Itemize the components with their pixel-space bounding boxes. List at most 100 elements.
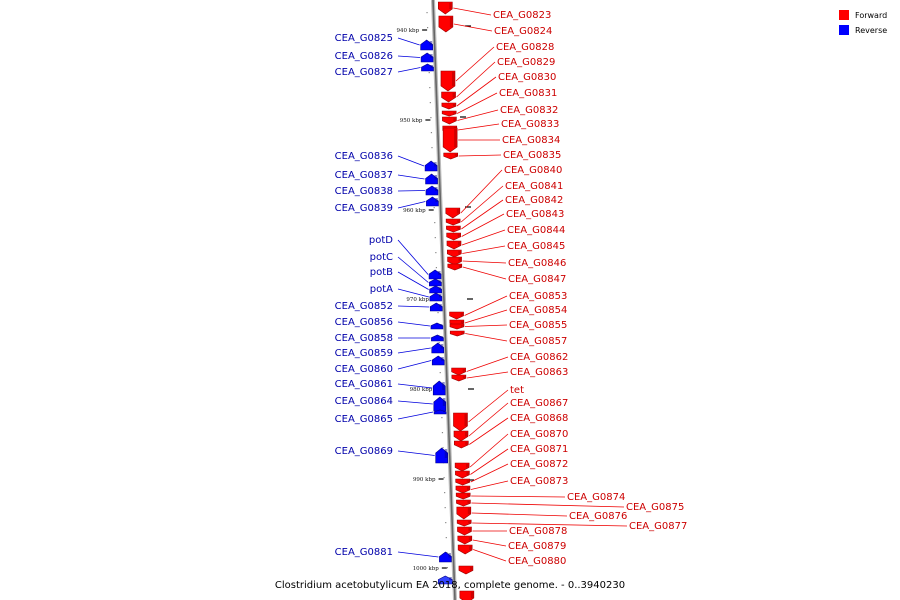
reverse-gene: CEA_G0852: [335, 301, 443, 312]
forward-gene: CEA_G0879: [457, 535, 566, 552]
reverse-gene-label: CEA_G0838: [335, 186, 393, 197]
gene-shade: [458, 265, 462, 268]
forward-gene: CEA_G0831: [441, 88, 557, 117]
reverse-gene-leader: [397, 256, 429, 283]
minor-tick: [428, 72, 430, 74]
reverse-gene-leader: [397, 174, 425, 180]
reverse-gene-leader: [397, 155, 425, 167]
gene-arrow: [437, 575, 453, 585]
minor-tick: [444, 507, 446, 509]
gene-arrow: [453, 412, 468, 432]
reverse-gene-label: CEA_G0881: [335, 547, 393, 558]
reverse-gene-label: CEA_G0837: [335, 170, 393, 181]
minor-tick: [430, 117, 432, 119]
forward-strand-genes: CEA_G0823 CEA_G0824 CEA_G0828 CEA_G0829 CEA_…: [437, 1, 687, 600]
forward-gene: CEA_G0830: [441, 72, 556, 110]
forward-gene-label: CEA_G0840: [504, 165, 562, 176]
forward-gene-leader: [453, 23, 493, 32]
forward-gene: CEA_G0832: [442, 105, 558, 125]
reverse-gene-leader: [397, 288, 429, 298]
forward-gene: CEA_G0873: [455, 476, 568, 494]
gene-shade: [434, 175, 438, 180]
minor-tick: [442, 447, 444, 449]
gene-shade: [467, 508, 471, 514]
reverse-gene-label: CEA_G0858: [335, 333, 393, 344]
gene-shade: [466, 464, 469, 468]
forward-gene-label: CEA_G0871: [510, 444, 568, 455]
gene-arrow: [446, 249, 462, 258]
forward-gene-label: CEA_G0832: [500, 105, 558, 116]
minor-tick: [429, 87, 431, 89]
legend-swatch: [839, 10, 849, 20]
gene-arrow: [445, 218, 461, 226]
gene-arrow: [426, 196, 439, 207]
gene-shade: [444, 449, 448, 458]
reverse-gene: CEA_G0861: [335, 379, 446, 396]
reverse-gene-label: CEA_G0825: [335, 33, 393, 44]
reverse-gene: CEA_G0859: [335, 342, 445, 359]
forward-gene-leader: [460, 185, 504, 223]
reverse-gene-leader: [397, 400, 433, 405]
gene-arrow: [441, 91, 456, 103]
minor-tick: [426, 27, 429, 29]
reverse-gene-leader: [397, 55, 421, 58]
minor-tick: [441, 432, 444, 434]
forward-gene: CEA_G0829: [441, 57, 555, 103]
reverse-gene: CEA_G0825: [335, 33, 433, 51]
forward-gene-leader: [456, 61, 496, 98]
gene-arrow: [433, 409, 447, 415]
forward-gene-leader: [464, 324, 508, 327]
reverse-gene: CEA_G0864: [335, 396, 447, 412]
forward-gene: CEA_G0835: [443, 150, 561, 161]
tick-label: 960 kbp: [403, 208, 426, 214]
minor-tick: [430, 132, 433, 134]
legend-label: Reverse: [855, 26, 887, 35]
gene-arrow: [451, 374, 467, 382]
gene-shade: [466, 480, 470, 483]
forward-gene-label: CEA_G0862: [510, 352, 568, 363]
forward-gene: CEA_G0857: [449, 330, 567, 347]
reverse-gene-label: CEA_G0856: [335, 317, 393, 328]
tick-label: 940 kbp: [396, 28, 419, 34]
gene-arrow: [451, 367, 466, 376]
reverse-gene: potB: [370, 267, 442, 294]
gene-shade: [467, 494, 470, 497]
forward-gene-leader: [465, 333, 508, 342]
gene-shade: [458, 258, 462, 262]
reverse-gene-leader: [397, 383, 433, 389]
gene-shade: [464, 414, 467, 426]
gene-shade: [441, 357, 444, 361]
gene-arrow: [447, 263, 463, 271]
gene-shade: [429, 41, 433, 46]
gene-shade: [460, 325, 464, 327]
gene-arrow: [441, 110, 457, 117]
minor-tick: [429, 102, 431, 104]
forward-gene-leader: [472, 539, 507, 547]
gene-arrow: [458, 565, 474, 575]
forward-gene-label: CEA_G0831: [499, 88, 557, 99]
forward-gene: [459, 590, 475, 600]
gene-arrow: [441, 102, 457, 110]
forward-gene: CEA_G0843: [446, 209, 564, 241]
genome-axis: [431, 0, 457, 600]
forward-gene-leader: [461, 229, 506, 246]
reverse-gene-leader: [397, 271, 429, 290]
forward-gene-leader: [472, 522, 628, 527]
gene-arrow: [455, 470, 470, 479]
gene-shade: [448, 553, 451, 558]
gene-shade: [466, 487, 470, 490]
gene-arrow: [429, 292, 443, 302]
gene-arrow: [425, 173, 438, 185]
forward-gene-label: CEA_G0879: [508, 541, 566, 552]
forward-gene: CEA_G0853: [449, 291, 567, 320]
reverse-gene: [437, 575, 453, 585]
forward-gene-leader: [470, 480, 509, 490]
forward-gene-leader: [466, 356, 509, 372]
forward-gene: CEA_G0834: [442, 127, 560, 153]
forward-gene-label: CEA_G0828: [496, 42, 554, 53]
minor-tick: [431, 147, 433, 149]
forward-gene: CEA_G0855: [449, 320, 567, 331]
minor-tick: [446, 552, 448, 554]
gene-shade: [430, 54, 433, 58]
forward-gene: CEA_G0844: [446, 225, 565, 250]
